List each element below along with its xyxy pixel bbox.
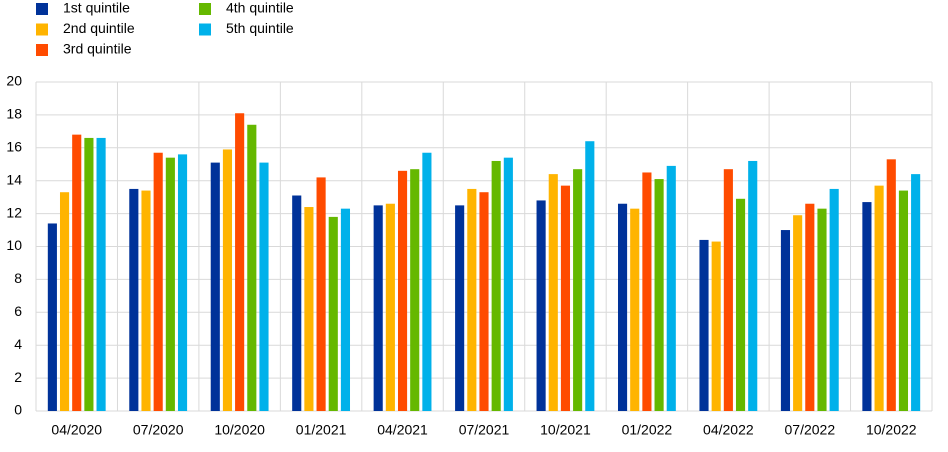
x-tick-label: 04/2020 [51, 422, 102, 438]
bar [292, 195, 302, 411]
bar [862, 202, 872, 411]
bar [735, 198, 746, 411]
bar [410, 169, 420, 411]
legend-swatch [199, 23, 211, 36]
y-tick-label: 14 [6, 171, 22, 187]
bar [222, 149, 233, 411]
bar [479, 192, 489, 411]
bar [491, 160, 501, 411]
x-tick-label: 07/2020 [133, 422, 184, 438]
bar [711, 241, 721, 411]
x-tick-label: 01/2021 [296, 422, 347, 438]
bar [723, 169, 733, 411]
bar [748, 160, 758, 411]
bar [911, 174, 921, 411]
bar [153, 152, 163, 412]
y-tick-label: 10 [6, 237, 22, 253]
legend-swatch [36, 3, 48, 15]
bar [642, 172, 652, 411]
y-tick-label: 4 [14, 336, 22, 352]
bar [96, 137, 106, 411]
bar [59, 192, 70, 411]
bar [235, 113, 245, 411]
bar [536, 200, 546, 411]
bar [817, 208, 827, 411]
bar [805, 203, 815, 411]
x-tick-label: 04/2021 [377, 422, 428, 438]
y-tick-label: 0 [14, 402, 22, 418]
bar [898, 190, 909, 411]
bar [467, 188, 477, 411]
bar [654, 179, 664, 411]
bar [47, 223, 57, 411]
bar [397, 170, 408, 411]
x-tick-label: 07/2022 [785, 422, 836, 438]
bar [84, 137, 94, 411]
y-tick-label: 12 [6, 204, 22, 220]
bar [129, 188, 139, 411]
bar [630, 208, 640, 411]
y-tick-label: 8 [14, 270, 22, 286]
x-tick-label: 01/2022 [622, 422, 673, 438]
bar [316, 177, 326, 411]
bar [328, 216, 338, 411]
y-tick-label: 18 [6, 106, 22, 122]
bar [373, 205, 383, 411]
x-tick-label: 10/2021 [540, 422, 591, 438]
bar [585, 141, 595, 411]
x-tick-label: 10/2020 [214, 422, 265, 438]
bar [247, 124, 257, 412]
bar [259, 162, 269, 411]
y-tick-label: 2 [14, 369, 22, 385]
legend-swatch [36, 23, 48, 36]
bar [455, 205, 465, 411]
legend-swatch [199, 3, 211, 15]
legend-label: 4th quintile [226, 0, 294, 16]
legend-label: 3rd quintile [63, 41, 132, 57]
bar [699, 239, 709, 411]
x-tick-label: 04/2022 [703, 422, 754, 438]
bar [560, 185, 571, 411]
y-tick-label: 6 [14, 303, 22, 319]
x-tick-label: 10/2022 [866, 422, 917, 438]
legend-label: 1st quintile [63, 0, 130, 16]
bar [385, 203, 395, 411]
bar [886, 159, 896, 411]
bar [829, 188, 839, 411]
bar [422, 152, 432, 412]
bar [793, 215, 803, 411]
bar [503, 157, 513, 411]
y-tick-label: 16 [6, 139, 22, 155]
bar [177, 154, 188, 411]
bar [548, 174, 558, 411]
bar [340, 208, 351, 411]
legend-label: 5th quintile [226, 20, 294, 36]
bar [617, 203, 628, 411]
x-tick-label: 07/2021 [459, 422, 510, 438]
bar [780, 230, 791, 411]
y-tick-label: 20 [6, 73, 22, 89]
bar [210, 162, 220, 411]
legend-label: 2nd quintile [63, 20, 135, 36]
bar [304, 207, 314, 411]
bar [72, 134, 82, 411]
bar [573, 169, 583, 411]
bar [666, 165, 676, 411]
bar [874, 185, 884, 411]
bar [165, 157, 175, 411]
legend-swatch [36, 44, 48, 56]
bar [141, 190, 151, 411]
